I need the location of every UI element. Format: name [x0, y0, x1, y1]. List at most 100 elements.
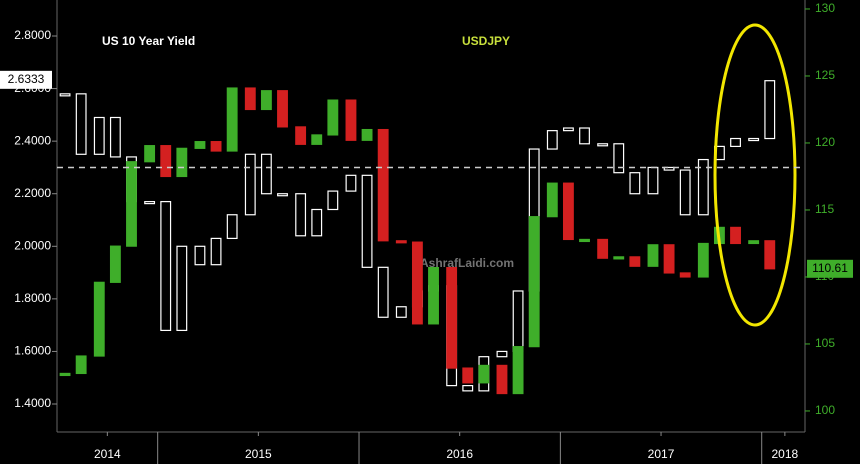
candle	[194, 141, 206, 149]
candle	[226, 214, 238, 240]
candle	[295, 126, 307, 145]
y-tick-label: 1.8000	[14, 291, 51, 305]
candle	[748, 240, 760, 245]
x-tick-label: 2017	[648, 447, 675, 461]
candle	[579, 238, 590, 243]
y-tick-label: 2.8000	[14, 28, 51, 42]
y2-tick-label: 100	[815, 403, 835, 417]
y2-tick-label: 120	[815, 135, 835, 149]
candle	[395, 306, 407, 318]
candle	[395, 240, 407, 244]
candle	[75, 355, 87, 375]
candle	[496, 364, 508, 395]
candle	[512, 346, 524, 395]
candle	[579, 127, 590, 145]
candle	[260, 90, 272, 111]
candle	[478, 364, 490, 384]
y2-tick-label: 130	[815, 1, 835, 15]
candle	[226, 87, 238, 152]
y2-tick-label: 115	[815, 202, 834, 216]
candle	[361, 174, 373, 268]
candle	[244, 153, 256, 216]
candle	[176, 147, 188, 178]
highlight-ellipse	[713, 23, 797, 327]
candle	[462, 367, 474, 384]
candle	[93, 281, 105, 357]
candle	[697, 242, 709, 278]
candle	[144, 145, 156, 163]
candle	[546, 182, 558, 218]
candle	[176, 245, 188, 332]
candle	[126, 161, 137, 247]
candle	[260, 153, 272, 195]
candle	[562, 182, 574, 241]
chart-subtitle: USDJPY	[462, 34, 510, 48]
candle	[528, 216, 540, 348]
last-value-label: 2.6333	[8, 72, 45, 86]
candle	[546, 130, 558, 150]
y-tick-label: 2.0000	[14, 238, 51, 252]
candle	[377, 128, 389, 242]
chart-title: US 10 Year Yield	[102, 34, 195, 48]
candle	[679, 169, 691, 216]
candle	[277, 193, 288, 197]
candle	[327, 99, 339, 136]
candle	[679, 272, 691, 278]
candle	[629, 256, 641, 267]
last-value-label: 110.61	[812, 261, 848, 275]
candle	[629, 172, 641, 195]
candle	[160, 145, 172, 178]
x-tick-label: 2015	[245, 447, 272, 461]
candle	[697, 158, 709, 216]
candle	[613, 143, 625, 174]
candle	[194, 245, 206, 266]
candle	[597, 143, 609, 147]
candle	[160, 201, 172, 332]
candle	[210, 237, 222, 266]
candle	[75, 93, 87, 155]
candle	[210, 141, 222, 152]
candle	[496, 350, 508, 358]
candle	[663, 166, 675, 171]
y-tick-label: 1.4000	[14, 396, 51, 410]
x-tick-label: 2016	[446, 447, 473, 461]
candle	[597, 238, 609, 259]
candle	[109, 245, 121, 283]
candle	[144, 201, 156, 205]
candle	[59, 372, 71, 377]
candle	[748, 137, 760, 142]
candle	[345, 99, 357, 141]
x-tick-label: 2014	[94, 447, 121, 461]
candle	[730, 137, 741, 148]
plot-area	[59, 80, 776, 395]
candle	[730, 226, 741, 245]
y-tick-label: 1.6000	[14, 344, 51, 358]
watermark: AshrafLaidi.com	[420, 256, 514, 270]
candle	[93, 116, 105, 155]
y-tick-label: 2.2000	[14, 186, 51, 200]
x-tick-label: 2018	[772, 447, 799, 461]
candle	[377, 266, 389, 318]
candle	[345, 174, 357, 192]
y2-tick-label: 105	[815, 336, 835, 350]
candle	[277, 90, 288, 128]
candle	[295, 193, 307, 237]
candle	[428, 266, 439, 325]
candle	[59, 93, 71, 97]
candle	[361, 128, 373, 141]
y2-tick-label: 125	[815, 68, 835, 82]
last-value-box	[0, 70, 52, 89]
candle	[327, 190, 339, 211]
candle	[613, 256, 625, 260]
candle	[244, 87, 256, 111]
candle	[562, 127, 574, 132]
y-tick-label: 2.4000	[14, 133, 51, 147]
candle	[462, 385, 474, 392]
candle	[764, 240, 776, 270]
candle	[311, 208, 323, 237]
candle	[647, 244, 659, 267]
candle	[446, 266, 458, 369]
candle	[663, 244, 675, 274]
candle	[311, 134, 323, 145]
